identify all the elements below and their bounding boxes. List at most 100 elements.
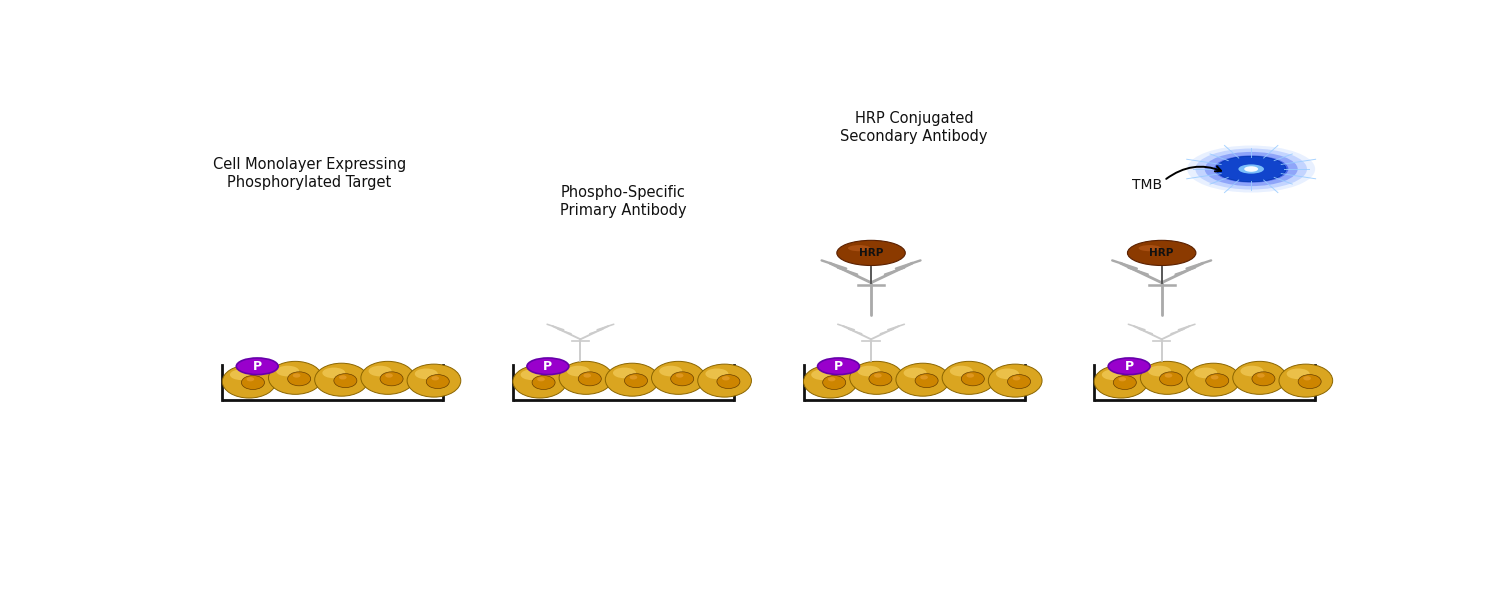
Ellipse shape <box>1252 372 1275 386</box>
Ellipse shape <box>847 245 870 251</box>
Ellipse shape <box>962 372 984 386</box>
Ellipse shape <box>606 363 658 396</box>
Ellipse shape <box>362 361 414 394</box>
Ellipse shape <box>1186 363 1240 396</box>
Ellipse shape <box>651 361 705 394</box>
Ellipse shape <box>988 364 1042 397</box>
Ellipse shape <box>1113 376 1137 389</box>
Text: Phospho-Specific
Primary Antibody: Phospho-Specific Primary Antibody <box>560 185 687 218</box>
Ellipse shape <box>804 365 856 398</box>
Text: P: P <box>834 360 843 373</box>
Ellipse shape <box>268 361 322 394</box>
Ellipse shape <box>858 366 880 376</box>
Ellipse shape <box>432 376 439 380</box>
Ellipse shape <box>1287 368 1310 379</box>
Ellipse shape <box>579 372 602 386</box>
Ellipse shape <box>705 368 729 379</box>
Ellipse shape <box>920 375 928 379</box>
Ellipse shape <box>837 241 906 266</box>
Ellipse shape <box>369 366 392 376</box>
Ellipse shape <box>380 372 404 386</box>
Text: HRP Conjugated
Secondary Antibody: HRP Conjugated Secondary Antibody <box>840 111 989 143</box>
Ellipse shape <box>426 374 450 389</box>
Circle shape <box>818 358 860 374</box>
Ellipse shape <box>1194 368 1216 378</box>
Ellipse shape <box>567 366 590 376</box>
Ellipse shape <box>230 370 254 380</box>
Ellipse shape <box>722 376 729 380</box>
Ellipse shape <box>1140 361 1194 394</box>
Ellipse shape <box>1128 241 1196 266</box>
Ellipse shape <box>1239 164 1264 173</box>
Ellipse shape <box>1138 245 1161 251</box>
Circle shape <box>1244 166 1258 172</box>
Ellipse shape <box>996 368 1018 379</box>
Ellipse shape <box>950 366 974 376</box>
Ellipse shape <box>537 377 544 382</box>
Ellipse shape <box>658 366 682 376</box>
Ellipse shape <box>386 373 393 377</box>
Ellipse shape <box>614 368 636 378</box>
Ellipse shape <box>676 373 684 377</box>
Text: P: P <box>252 360 262 373</box>
Text: TMB: TMB <box>1131 178 1161 192</box>
Ellipse shape <box>1233 361 1287 394</box>
Circle shape <box>1108 358 1150 374</box>
Ellipse shape <box>1280 364 1332 397</box>
Ellipse shape <box>1188 146 1316 193</box>
Ellipse shape <box>1214 155 1288 182</box>
Text: HRP: HRP <box>859 248 883 258</box>
Ellipse shape <box>1148 366 1172 376</box>
Ellipse shape <box>406 364 460 397</box>
Ellipse shape <box>1257 373 1264 377</box>
Ellipse shape <box>822 376 846 389</box>
Ellipse shape <box>1164 373 1173 377</box>
Circle shape <box>237 358 278 374</box>
Ellipse shape <box>1119 377 1126 382</box>
Ellipse shape <box>717 374 740 389</box>
Ellipse shape <box>276 366 298 376</box>
Ellipse shape <box>334 374 357 388</box>
Text: Cell Monolayer Expressing
Phosphorylated Target: Cell Monolayer Expressing Phosphorylated… <box>213 157 406 190</box>
Ellipse shape <box>1210 375 1218 379</box>
Ellipse shape <box>246 377 254 382</box>
Ellipse shape <box>339 375 346 379</box>
Ellipse shape <box>868 372 892 386</box>
Text: P: P <box>1125 360 1134 373</box>
Ellipse shape <box>1102 370 1125 380</box>
Ellipse shape <box>1216 157 1286 182</box>
Ellipse shape <box>1094 365 1148 398</box>
Ellipse shape <box>1013 376 1020 380</box>
Ellipse shape <box>896 363 950 396</box>
Ellipse shape <box>315 363 369 396</box>
Ellipse shape <box>1206 374 1228 388</box>
Ellipse shape <box>874 373 882 377</box>
Ellipse shape <box>532 376 555 389</box>
Ellipse shape <box>849 361 903 394</box>
Ellipse shape <box>1304 376 1311 380</box>
Ellipse shape <box>288 372 310 386</box>
Ellipse shape <box>828 377 836 382</box>
Text: P: P <box>543 360 552 373</box>
Ellipse shape <box>292 373 300 377</box>
Ellipse shape <box>1160 372 1182 386</box>
Ellipse shape <box>630 375 638 379</box>
Circle shape <box>526 358 568 374</box>
Ellipse shape <box>322 368 345 378</box>
Ellipse shape <box>624 374 648 388</box>
Ellipse shape <box>942 361 996 394</box>
Ellipse shape <box>242 376 264 389</box>
Ellipse shape <box>812 370 834 380</box>
Ellipse shape <box>1298 374 1322 389</box>
Ellipse shape <box>1240 366 1263 376</box>
Ellipse shape <box>584 373 591 377</box>
Ellipse shape <box>1008 374 1031 389</box>
Ellipse shape <box>416 368 438 379</box>
Ellipse shape <box>670 372 693 386</box>
Ellipse shape <box>560 361 614 394</box>
Ellipse shape <box>915 374 938 388</box>
Ellipse shape <box>1196 149 1306 190</box>
Ellipse shape <box>513 365 567 398</box>
Ellipse shape <box>698 364 752 397</box>
Ellipse shape <box>966 373 974 377</box>
